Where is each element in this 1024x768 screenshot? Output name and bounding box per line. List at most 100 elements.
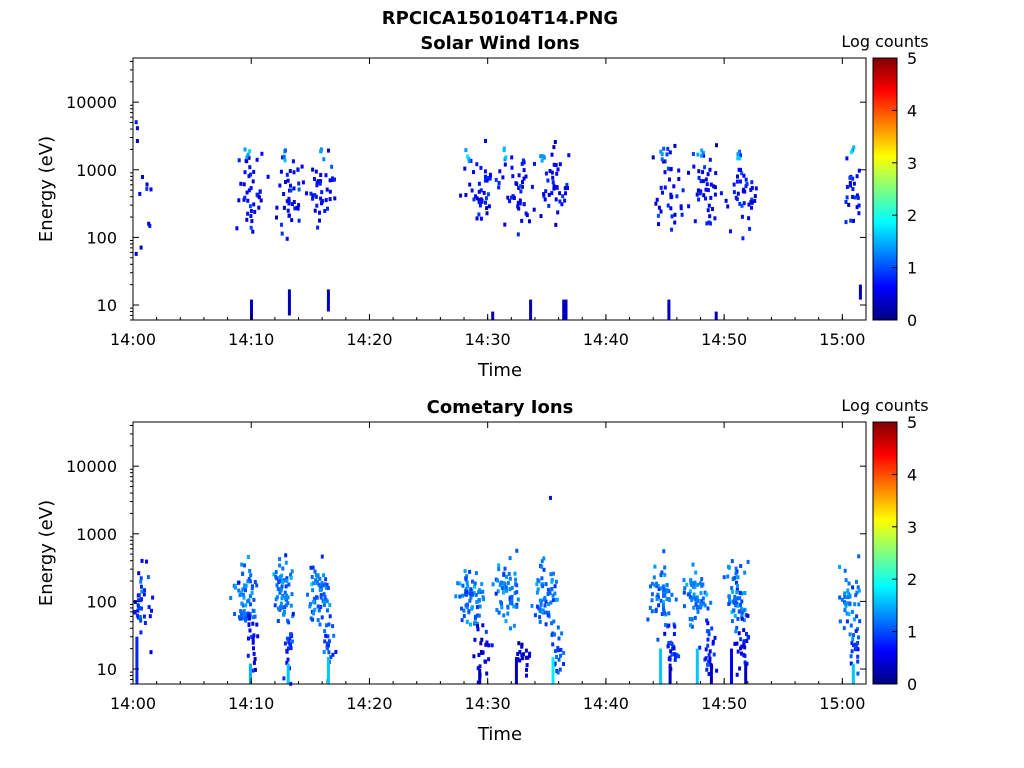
data-cell bbox=[253, 657, 257, 661]
data-cell bbox=[739, 564, 743, 568]
data-cell bbox=[855, 590, 859, 595]
data-cell bbox=[469, 158, 473, 163]
data-cell bbox=[559, 647, 563, 652]
data-cell bbox=[463, 166, 467, 171]
data-cell bbox=[243, 563, 246, 568]
data-cell bbox=[852, 181, 856, 186]
data-cell bbox=[849, 661, 853, 666]
data-cell bbox=[467, 159, 471, 164]
data-cell bbox=[550, 621, 554, 626]
data-cell bbox=[556, 167, 560, 172]
data-cell bbox=[245, 155, 249, 160]
data-cell bbox=[750, 197, 754, 202]
data-cell bbox=[674, 597, 678, 602]
data-cell bbox=[297, 187, 301, 192]
data-cell bbox=[324, 623, 328, 628]
y-tick-label: 10000 bbox=[66, 457, 117, 476]
data-cell bbox=[476, 613, 480, 618]
data-cell bbox=[139, 579, 143, 584]
data-cell bbox=[512, 196, 516, 200]
data-cell bbox=[314, 578, 318, 583]
data-cell bbox=[138, 191, 142, 196]
data-cell bbox=[325, 599, 329, 604]
data-cell bbox=[143, 588, 146, 593]
data-cell bbox=[148, 614, 152, 619]
data-cell bbox=[247, 174, 251, 179]
data-cell bbox=[487, 204, 491, 209]
data-cell bbox=[851, 187, 855, 191]
data-cell bbox=[742, 618, 746, 623]
data-cell bbox=[515, 583, 519, 588]
data-cell bbox=[246, 211, 250, 216]
data-cell bbox=[473, 581, 477, 586]
y-tick-label: 100 bbox=[86, 592, 117, 611]
data-cell bbox=[297, 181, 301, 186]
data-cell bbox=[284, 603, 288, 608]
data-cell bbox=[521, 180, 524, 185]
data-cell bbox=[847, 612, 851, 617]
data-cell bbox=[851, 585, 855, 590]
data-cell bbox=[464, 592, 468, 597]
data-cell bbox=[661, 584, 665, 589]
data-cell bbox=[327, 643, 330, 648]
data-cell bbox=[843, 591, 847, 596]
data-cell bbox=[309, 602, 312, 606]
data-cell bbox=[282, 609, 286, 614]
data-cell bbox=[711, 207, 714, 211]
data-cell bbox=[698, 645, 702, 650]
data-cell bbox=[319, 173, 323, 177]
data-cell bbox=[542, 567, 546, 572]
data-cell bbox=[740, 214, 744, 219]
data-cell bbox=[706, 606, 710, 611]
data-cell bbox=[483, 169, 487, 174]
data-cell bbox=[542, 556, 546, 561]
data-cell bbox=[312, 611, 315, 616]
data-cell bbox=[857, 635, 860, 640]
data-cell bbox=[279, 605, 282, 610]
data-cell bbox=[277, 606, 280, 611]
data-cell bbox=[851, 176, 855, 181]
colorbar-tick-label: 2 bbox=[907, 206, 917, 225]
data-cell bbox=[540, 564, 544, 569]
data-streak bbox=[667, 299, 671, 320]
data-cell bbox=[133, 610, 137, 615]
data-cell bbox=[510, 195, 514, 200]
data-cell bbox=[667, 641, 671, 645]
data-cell bbox=[477, 181, 481, 186]
data-cell bbox=[135, 139, 139, 143]
data-cell bbox=[240, 611, 244, 616]
data-cell bbox=[474, 614, 478, 619]
data-cell bbox=[249, 214, 253, 218]
data-cell bbox=[735, 625, 739, 630]
data-cell bbox=[562, 662, 565, 666]
data-cell bbox=[738, 609, 742, 614]
data-cell bbox=[477, 588, 481, 593]
data-cell bbox=[708, 649, 712, 654]
data-cell bbox=[700, 153, 704, 158]
data-cell bbox=[650, 598, 654, 603]
data-cell bbox=[665, 152, 669, 157]
data-cell bbox=[843, 608, 847, 613]
data-cell bbox=[750, 186, 754, 190]
data-cell bbox=[247, 622, 251, 627]
data-cell bbox=[545, 610, 549, 615]
data-cell bbox=[665, 589, 669, 594]
data-cell bbox=[554, 222, 558, 227]
data-cell bbox=[858, 619, 862, 624]
data-cell bbox=[509, 626, 512, 631]
data-cell bbox=[706, 637, 710, 642]
data-cell bbox=[517, 173, 521, 178]
data-cell bbox=[239, 181, 243, 186]
data-cell bbox=[743, 570, 747, 575]
data-cell bbox=[662, 590, 666, 595]
data-streak bbox=[286, 663, 290, 684]
data-cell bbox=[851, 637, 855, 642]
data-cell bbox=[275, 205, 279, 210]
data-cell bbox=[552, 619, 556, 624]
data-cell bbox=[662, 549, 666, 554]
data-cell bbox=[237, 588, 241, 593]
plot-frame bbox=[132, 421, 867, 685]
data-cell bbox=[732, 190, 736, 195]
data-cell bbox=[319, 593, 323, 598]
data-cell bbox=[315, 579, 319, 584]
